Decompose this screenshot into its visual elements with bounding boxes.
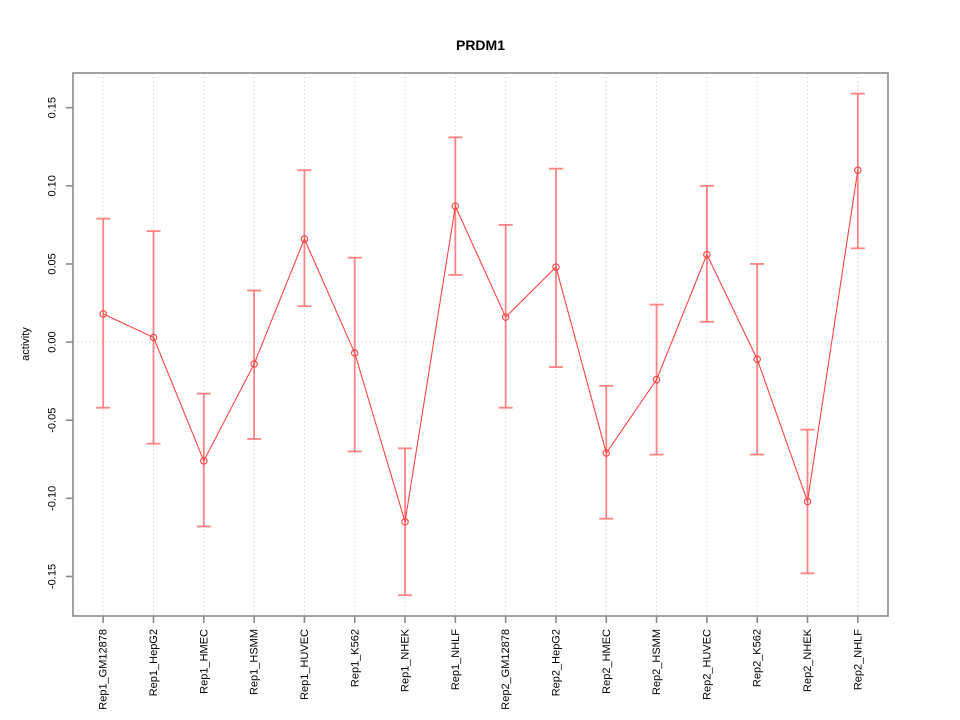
x-tick-label: Rep2_K562 <box>752 629 764 687</box>
series-line <box>102 170 859 522</box>
y-tick-label: -0.15 <box>47 564 59 589</box>
data-point <box>703 250 711 259</box>
x-tick-label: Rep1_HepG2 <box>148 629 160 696</box>
x-tick-label: Rep1_K562 <box>349 629 361 687</box>
data-point <box>300 235 309 243</box>
x-tick-label: Rep2_NHEK <box>802 628 814 692</box>
chart-title: PRDM1 <box>455 37 505 53</box>
x-tick-label: Rep2_HepG2 <box>550 629 562 696</box>
y-tick-label: -0.10 <box>47 486 59 511</box>
data-point <box>350 349 359 357</box>
data-point <box>753 355 761 364</box>
y-tick-label: -0.05 <box>47 408 59 433</box>
data-point <box>552 263 560 271</box>
data-point <box>451 202 460 210</box>
x-tick-label: Rep2_HMEC <box>601 629 613 694</box>
data-point <box>652 375 661 384</box>
x-tick-label: Rep2_GM12878 <box>500 629 512 710</box>
x-tick-label: Rep1_HSMM <box>249 629 261 695</box>
data-point <box>602 449 611 457</box>
data-points <box>99 166 862 526</box>
x-axis: Rep1_GM12878 Rep1_HepG2 Rep1_HMEC Rep1_HSMM… <box>98 616 864 710</box>
data-point <box>501 313 510 321</box>
data-point <box>401 518 409 526</box>
data-point <box>250 360 258 368</box>
plot-frame <box>72 72 889 617</box>
data-point <box>854 166 862 174</box>
y-axis: -0.15 -0.10 -0.05 0.00 0.05 0.10 0.15 <box>47 97 73 589</box>
x-tick-label: Rep2_NHLF <box>852 629 864 690</box>
gridlines <box>73 73 888 616</box>
y-tick-label: 0.15 <box>47 97 59 118</box>
y-tick-label: 0.05 <box>47 253 59 274</box>
x-tick-label: Rep1_NHLF <box>450 629 462 690</box>
data-point <box>99 310 107 318</box>
x-tick-label: Rep1_HMEC <box>198 629 210 694</box>
y-tick-label: 0.00 <box>47 331 59 352</box>
x-tick-label: Rep2_HSMM <box>651 629 663 695</box>
x-tick-label: Rep1_HUVEC <box>299 629 311 700</box>
x-tick-label: Rep1_GM12878 <box>98 629 110 710</box>
x-tick-label: Rep1_NHEK <box>400 628 412 692</box>
data-point <box>149 333 158 342</box>
y-tick-label: 0.10 <box>47 175 59 196</box>
x-tick-label: Rep2_HUVEC <box>701 629 713 700</box>
data-point <box>803 497 812 506</box>
data-point <box>200 457 208 465</box>
